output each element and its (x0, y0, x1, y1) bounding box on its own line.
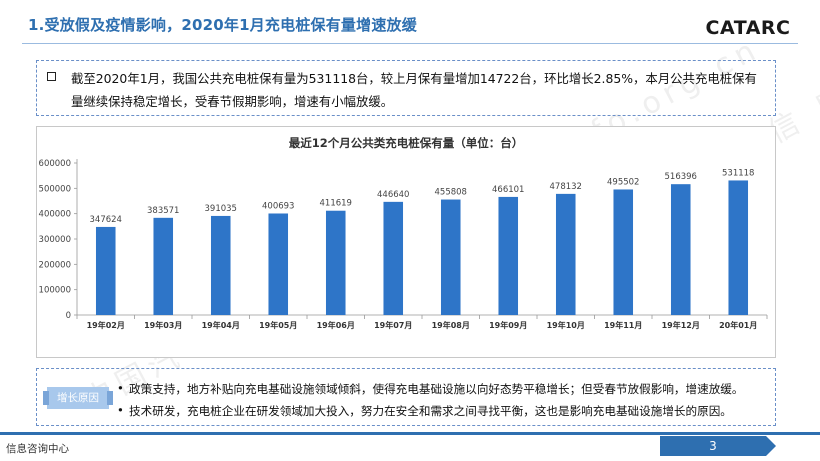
bullet-icon: • (117, 403, 124, 417)
data-label: 466101 (492, 185, 524, 195)
bar (95, 226, 116, 315)
footer-org: 信息咨询中心 (6, 443, 69, 455)
chart-title: 最近12个月公共类充电桩保有量（单位：台） (289, 136, 524, 150)
x-tick-label: 19年03月 (144, 320, 182, 330)
square-bullet-icon (47, 72, 56, 81)
x-tick-label: 19年09月 (489, 320, 527, 330)
bar (498, 196, 519, 315)
bar (670, 184, 691, 315)
page-number: 3 (660, 436, 776, 456)
bar (613, 189, 634, 315)
y-tick-label: 400000 (39, 210, 71, 220)
bar (728, 180, 749, 315)
reason-item-2: • 技术研发，充电桩企业在研发领域加大投入，努力在安全和需求之间寻找平衡，这也是… (117, 403, 732, 419)
x-tick-label: 19年12月 (662, 320, 700, 330)
bar (440, 199, 461, 315)
x-tick-label: 19年08月 (432, 320, 470, 330)
title-divider (22, 43, 798, 44)
reason-text-2: 技术研发，充电桩企业在研发领域加大投入，努力在安全和需求之间寻找平衡，这也是影响… (129, 404, 732, 418)
x-tick-label: 19年04月 (202, 320, 240, 330)
bar (268, 213, 289, 315)
y-tick-label: 0 (66, 311, 71, 321)
y-tick-label: 300000 (39, 235, 71, 245)
page-title: 1.受放假及疫情影响，2020年1月充电桩保有量增速放缓 (28, 16, 417, 34)
data-label: 391035 (205, 204, 237, 214)
bar (555, 193, 576, 315)
data-label: 383571 (147, 206, 179, 216)
bullet-icon: • (117, 381, 124, 395)
reasons-box: 增长原因 • 政策支持，地方补贴向充电基础设施领域倾斜，使得充电基础设施以向好态… (36, 368, 776, 426)
data-label: 495502 (607, 177, 639, 187)
chart-axes: 0 100000 200000 300000 400000 500000 600000 (39, 159, 768, 321)
catarc-logo: CATARC (706, 17, 791, 39)
bar (383, 201, 404, 315)
growth-reason-tag: 增长原因 (43, 387, 113, 409)
footer-rule (0, 432, 820, 435)
x-tick-label: 19年07月 (374, 320, 412, 330)
x-tick-label: 19年02月 (87, 320, 125, 330)
data-label: 446640 (377, 190, 409, 200)
bar (325, 210, 346, 315)
x-tick-label: 19年10月 (547, 320, 585, 330)
logo-text: CATARC (706, 17, 791, 39)
data-label: 411619 (320, 199, 352, 209)
chart-labels: 347624 19年02月 383571 19年03月 391035 19年04月 4006… (87, 168, 758, 330)
summary-box: 截至2020年1月，我国公共充电桩保有量为531118台，较上月保有量增加147… (36, 60, 776, 116)
x-tick-label: 20年01月 (719, 320, 757, 330)
bar (153, 217, 174, 315)
x-tick-label: 19年11月 (604, 320, 642, 330)
data-label: 531118 (722, 168, 754, 178)
data-label: 478132 (550, 182, 582, 192)
data-label: 516396 (665, 172, 697, 182)
chart-bars (95, 180, 749, 315)
y-tick-label: 100000 (39, 286, 71, 296)
reason-item-1: • 政策支持，地方补贴向充电基础设施领域倾斜，使得充电基础设施以向好态势平稳增长… (117, 381, 744, 397)
chart-panel: 最近12个月公共类充电桩保有量（单位：台） 0 100000 200000 30000… (36, 126, 776, 358)
data-label: 347624 (90, 215, 122, 225)
x-tick-label: 19年05月 (259, 320, 297, 330)
bar (210, 215, 231, 315)
reason-text-1: 政策支持，地方补贴向充电基础设施领域倾斜，使得充电基础设施以向好态势平稳增长；但… (129, 382, 744, 396)
data-label: 455808 (435, 188, 467, 198)
summary-text: 截至2020年1月，我国公共充电桩保有量为531118台，较上月保有量增加147… (71, 71, 757, 109)
y-tick-label: 200000 (39, 260, 71, 270)
bar-chart: 最近12个月公共类充电桩保有量（单位：台） 0 100000 200000 30000… (39, 136, 768, 330)
x-tick-label: 19年06月 (317, 320, 355, 330)
y-tick-label: 500000 (39, 184, 71, 194)
y-tick-label: 600000 (39, 159, 71, 169)
data-label: 400693 (262, 201, 294, 211)
